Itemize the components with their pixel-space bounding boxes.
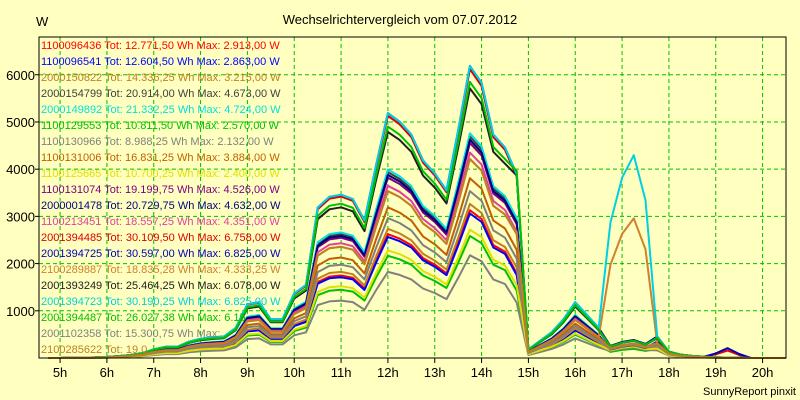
- legend-entry: 2001102358 Tot: 15.300,75 Wh Max:: [41, 328, 220, 340]
- x-tick-label: 15h: [518, 365, 540, 380]
- x-tick-label: 12h: [377, 365, 399, 380]
- x-tick-label: 20h: [752, 365, 774, 380]
- legend-entry: 1100096436 Tot: 12.771,50 Wh Max: 2.913,…: [41, 40, 280, 52]
- x-tick-label: 11h: [331, 365, 352, 380]
- plot-frame: [38, 36, 787, 359]
- legend-entry: 2000150822 Tot: 14.336,25 Wh Max: 3.215,…: [41, 72, 281, 84]
- x-tick-label: 9h: [240, 365, 254, 380]
- legend-entry: 2000154799 Tot: 20.914,00 Wh Max: 4.673,…: [41, 88, 281, 100]
- series-layer: [48, 64, 786, 359]
- footer-credit: SunnyReport pinxit: [703, 386, 796, 398]
- y-axis-unit-label: W: [36, 14, 49, 29]
- legend-entry: 2100289887 Tot: 18.835,28 Wh Max: 4.333,…: [41, 264, 281, 276]
- legend-entry: 2001394487 Tot: 26.027,38 Wh Max: 6.15: [41, 312, 246, 324]
- y-tick-label: 6000: [6, 68, 35, 83]
- x-tick-label: 16h: [564, 365, 586, 380]
- legend-entry: 2000149892 Tot: 21.332,25 Wh Max: 4.724,…: [41, 104, 281, 116]
- legend-entry: 1100096541 Tot: 12.604,50 Wh Max: 2.863,…: [41, 56, 280, 68]
- legend-entry: 2001394723 Tot: 30.190,25 Wh Max: 6.825,…: [41, 296, 281, 308]
- legend-entry: 1100125665 Tot: 10.700,25 Wh Max: 2.400,…: [41, 168, 280, 180]
- y-tick-label: 1000: [6, 304, 35, 319]
- chart-title: Wechselrichtervergleich vom 07.07.2012: [283, 12, 518, 27]
- series-line: [48, 158, 786, 359]
- x-tick-label: 10h: [283, 365, 305, 380]
- x-tick-label: 19h: [705, 365, 727, 380]
- x-tick-label: 7h: [147, 365, 161, 380]
- x-tick-label: 13h: [424, 365, 446, 380]
- legend-entry: 2001393249 Tot: 25.464,25 Wh Max: 6.078,…: [41, 280, 281, 292]
- legend-entry: 1100213451 Tot: 18.557,25 Wh Max: 4.351,…: [41, 216, 280, 228]
- legend: 1100096436 Tot: 12.771,50 Wh Max: 2.913,…: [41, 40, 281, 356]
- legend-entry: 2001394485 Tot: 30.109,50 Wh Max: 6.758,…: [41, 232, 281, 244]
- x-tick-label: 5h: [53, 365, 67, 380]
- legend-entry: 2100285622 Tot: 19.0: [41, 344, 147, 356]
- x-tick-label: 6h: [100, 365, 114, 380]
- x-tick-label: 14h: [471, 365, 493, 380]
- x-tick-label: 17h: [611, 365, 633, 380]
- y-tick-label: 2000: [6, 257, 35, 272]
- legend-entry: 1100129553 Tot: 10.811,50 Wh Max: 2.570,…: [41, 120, 280, 132]
- legend-entry: 1100130966 Tot: 8.988,25 Wh Max: 2.132,0…: [41, 136, 274, 148]
- series-line: [48, 228, 786, 359]
- y-tick-label: 5000: [6, 115, 35, 130]
- y-tick-label: 4000: [6, 162, 35, 177]
- tick-layer: 5h 6h 7h 8h 9h 10h 11h 12h 13h 14h 15h 16h 17h 18h 19h…: [6, 68, 773, 380]
- x-tick-label: 8h: [193, 365, 207, 380]
- y-tick-label: 3000: [6, 209, 35, 224]
- legend-entry: 1100131006 Tot: 16.831,25 Wh Max: 3.884,…: [41, 152, 280, 164]
- x-tick-label: 18h: [658, 365, 680, 380]
- series-line: [48, 80, 786, 359]
- series-line: [48, 190, 786, 359]
- legend-entry: 2001394725 Tot: 30.597,00 Wh Max: 6.825,…: [41, 248, 281, 260]
- legend-entry: 2000001478 Tot: 20.729,75 Wh Max: 4.632,…: [41, 200, 281, 212]
- legend-entry: 1100131074 Tot: 19.199,75 Wh Max: 4.526,…: [41, 184, 280, 196]
